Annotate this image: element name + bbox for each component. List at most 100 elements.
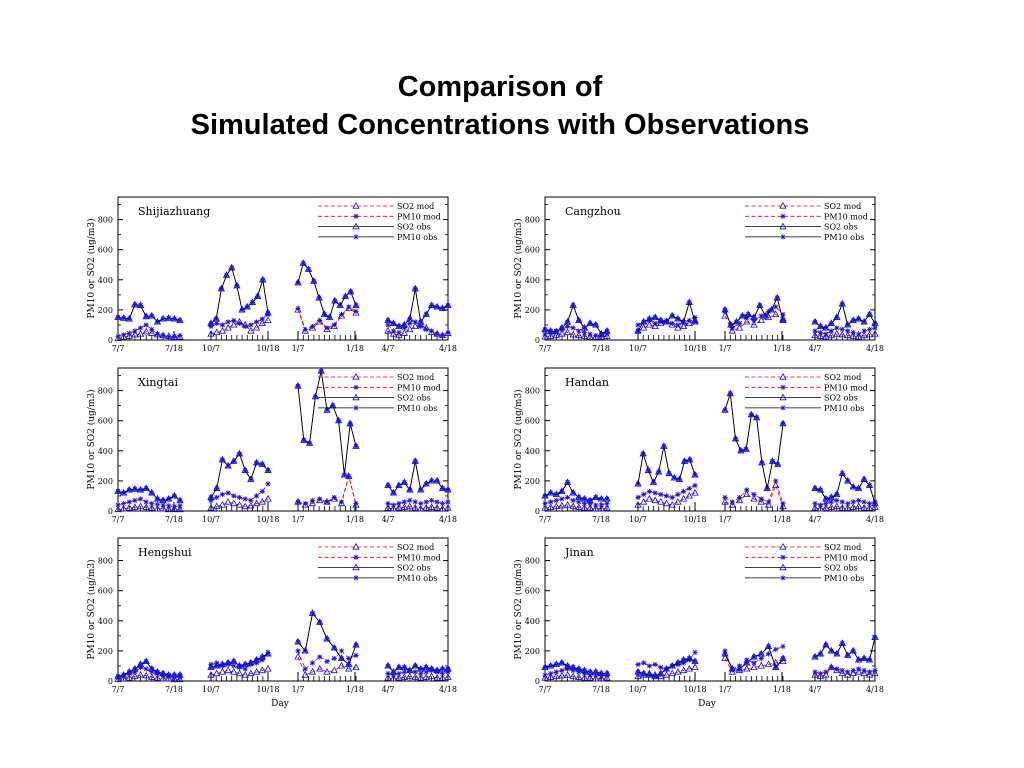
data-point xyxy=(744,487,750,493)
data-point xyxy=(213,669,221,677)
data-point xyxy=(429,666,435,672)
data-point xyxy=(744,660,750,666)
data-point xyxy=(165,505,173,513)
y-tick-label: 800 xyxy=(525,387,540,396)
data-point xyxy=(828,499,834,505)
legend-label: PM10 obs xyxy=(397,574,437,583)
data-point xyxy=(395,331,403,339)
data-point xyxy=(170,675,179,683)
data-point xyxy=(780,317,786,324)
data-point xyxy=(828,328,834,334)
data-point xyxy=(225,463,231,469)
data-point xyxy=(844,331,852,339)
data-point xyxy=(681,660,687,666)
data-point xyxy=(692,649,698,655)
data-point xyxy=(396,670,402,677)
data-point xyxy=(817,487,824,493)
data-point xyxy=(845,322,851,328)
data-point xyxy=(254,493,260,499)
data-point xyxy=(823,669,829,675)
data-point xyxy=(674,667,682,675)
data-point xyxy=(438,504,447,512)
data-point xyxy=(542,500,548,507)
data-point xyxy=(229,265,235,271)
data-point xyxy=(587,500,593,507)
series-line xyxy=(387,506,449,510)
data-point xyxy=(722,651,728,657)
data-point xyxy=(338,655,345,662)
data-point xyxy=(662,499,671,507)
data-point xyxy=(149,669,155,675)
data-point xyxy=(866,669,873,675)
data-point xyxy=(722,407,728,413)
data-point xyxy=(845,328,851,334)
data-point xyxy=(675,316,681,322)
data-point xyxy=(352,663,360,671)
y-tick-label: 600 xyxy=(98,587,113,596)
data-point xyxy=(652,314,658,321)
data-point xyxy=(580,503,589,511)
data-point xyxy=(871,669,879,677)
data-point xyxy=(779,502,787,510)
y-tick-label: 200 xyxy=(98,647,113,656)
data-point xyxy=(816,504,825,512)
data-point xyxy=(861,667,867,674)
data-point xyxy=(866,657,873,663)
data-point xyxy=(727,390,733,397)
data-point xyxy=(735,496,744,504)
data-point xyxy=(171,316,177,322)
data-point xyxy=(593,502,599,508)
legend-marker xyxy=(779,393,787,401)
series-line xyxy=(637,446,696,484)
data-point xyxy=(295,280,301,286)
y-tick-label: 0 xyxy=(108,677,113,686)
y-tick-label: 600 xyxy=(525,246,540,255)
legend-label: SO2 mod xyxy=(824,202,861,211)
data-point xyxy=(224,323,232,331)
data-point xyxy=(317,654,323,660)
data-point xyxy=(235,669,244,677)
series-line xyxy=(387,676,449,680)
series-line xyxy=(724,646,784,670)
data-point xyxy=(668,500,676,508)
data-point xyxy=(542,672,548,678)
data-point xyxy=(208,320,214,327)
legend-label: PM10 obs xyxy=(824,574,864,583)
data-point xyxy=(675,660,681,666)
data-point xyxy=(265,310,271,316)
data-point xyxy=(564,494,571,501)
data-point xyxy=(219,457,225,463)
data-point xyxy=(564,323,571,330)
data-point xyxy=(401,322,407,328)
data-point xyxy=(744,314,750,321)
data-point xyxy=(247,501,255,509)
data-point xyxy=(346,655,352,662)
data-point xyxy=(244,304,250,310)
data-point xyxy=(154,501,161,507)
data-point xyxy=(838,330,846,338)
data-point xyxy=(598,502,604,508)
data-point xyxy=(732,436,739,442)
data-point xyxy=(305,266,312,272)
data-point xyxy=(729,499,735,505)
data-point xyxy=(412,499,418,505)
data-point xyxy=(154,496,161,502)
data-point xyxy=(142,503,150,510)
data-point xyxy=(159,504,167,512)
data-point xyxy=(230,667,238,675)
data-point xyxy=(656,469,662,475)
data-point xyxy=(401,669,407,675)
series-pm10-obs xyxy=(542,634,878,680)
data-point xyxy=(593,494,599,501)
data-point xyxy=(142,327,150,335)
data-point xyxy=(132,669,138,675)
x-tick-label: 4/7 xyxy=(809,344,822,353)
data-point xyxy=(845,669,851,675)
data-point xyxy=(564,319,571,325)
data-point xyxy=(872,500,878,507)
data-point xyxy=(811,670,819,678)
data-point xyxy=(132,302,138,308)
data-point xyxy=(338,499,345,505)
